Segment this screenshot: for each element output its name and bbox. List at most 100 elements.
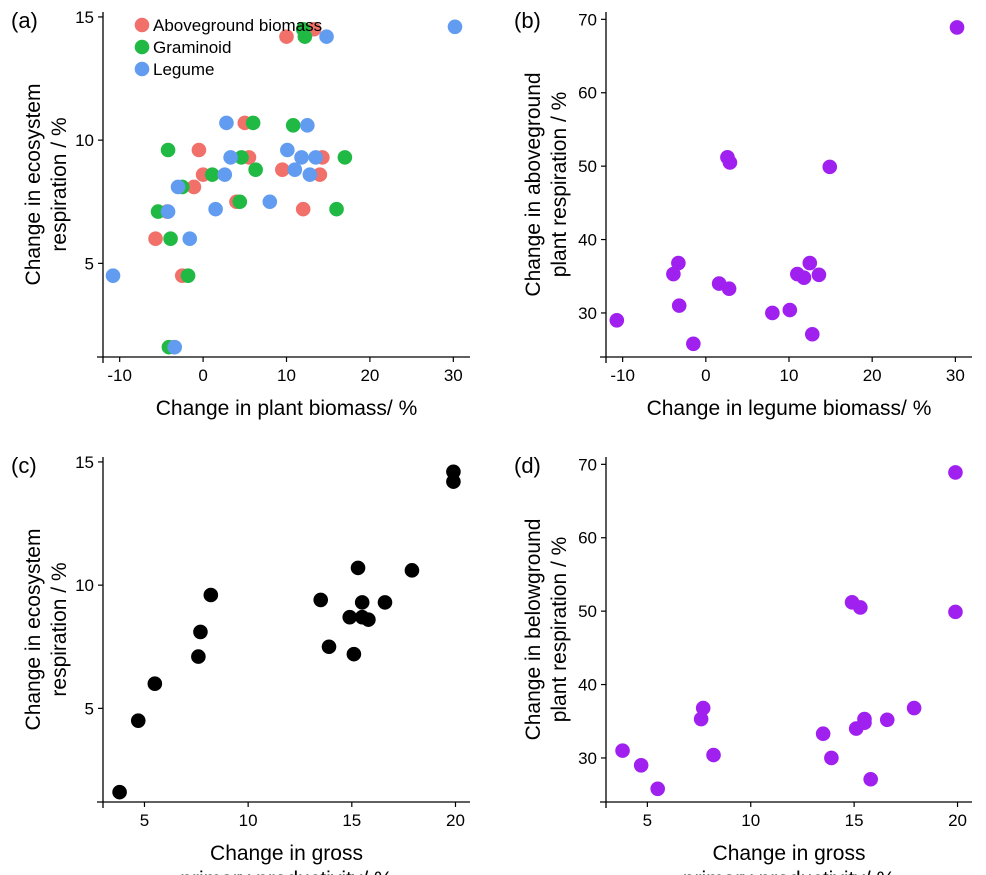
y-axis-label-line: Change in aboveground — [522, 72, 545, 296]
data-point — [163, 231, 178, 247]
data-point — [280, 142, 295, 158]
y-axis-label: Change in aboveground plant respiration /… — [522, 72, 571, 296]
legend-marker — [134, 39, 150, 55]
data-point — [853, 600, 868, 615]
data-point — [285, 118, 301, 133]
series-0 — [615, 465, 963, 797]
chart-panel-d: 5 10 15 20 30 40 50 60 70 (d) Change in gross prima… — [514, 453, 972, 875]
data-point — [666, 266, 681, 282]
data-point — [204, 167, 220, 182]
data-point — [671, 255, 686, 271]
data-point — [765, 305, 780, 321]
series-0 — [112, 464, 461, 800]
panel-label: (b) — [514, 8, 541, 33]
data-point — [609, 312, 625, 328]
data-point — [815, 726, 831, 742]
x-axis-label: primary productivity/ % — [683, 868, 895, 875]
data-point — [949, 20, 965, 35]
data-point — [223, 150, 238, 165]
x-tick-label: 30 — [444, 366, 463, 385]
x-tick-label: 30 — [946, 366, 965, 385]
y-tick-label: 70 — [578, 10, 597, 29]
legend-marker — [134, 17, 150, 33]
y-tick-label: 15 — [75, 8, 94, 27]
data-point — [319, 29, 334, 44]
y-axis-label: Change in ecosystem respiration / % — [22, 84, 71, 286]
series-0 — [609, 20, 965, 352]
data-point — [217, 167, 233, 182]
data-point — [302, 167, 318, 182]
data-point — [191, 142, 207, 158]
data-point — [350, 560, 366, 576]
data-point — [354, 595, 370, 610]
data-point — [148, 231, 163, 247]
data-point — [313, 592, 329, 608]
y-tick-label: 50 — [578, 157, 597, 176]
data-point — [811, 267, 827, 283]
data-point — [287, 162, 303, 178]
data-point — [208, 201, 223, 217]
data-point — [404, 563, 420, 578]
data-point — [721, 281, 737, 297]
data-point — [170, 179, 186, 195]
data-point — [706, 747, 721, 763]
data-point — [203, 587, 219, 603]
data-point — [234, 150, 249, 165]
panel-label: (c) — [11, 453, 37, 478]
data-point — [446, 474, 461, 489]
y-tick-label: 50 — [578, 602, 597, 621]
y-tick-label: 30 — [578, 304, 597, 323]
data-point — [948, 604, 963, 620]
y-axis-label: Change in ecosystem respiration / % — [22, 529, 71, 731]
panel-label: (d) — [514, 453, 541, 478]
x-axis-label: primary productivity/ % — [180, 868, 392, 875]
y-tick-label: 5 — [85, 699, 94, 718]
data-point — [615, 743, 630, 758]
panel-label: (a) — [11, 8, 38, 33]
x-tick-label: 5 — [140, 811, 149, 830]
data-point — [232, 194, 248, 210]
x-axis-label: Change in plant biomass/ % — [156, 397, 418, 420]
y-tick-label: 70 — [578, 455, 597, 474]
data-point — [802, 255, 818, 271]
x-tick-label: 10 — [239, 811, 258, 830]
data-point — [650, 781, 665, 797]
data-point — [377, 595, 393, 610]
y-tick-label: 30 — [578, 749, 597, 768]
data-point — [782, 302, 798, 318]
data-point — [191, 649, 206, 664]
x-tick-label: 20 — [360, 366, 379, 385]
x-tick-label: -10 — [107, 366, 132, 385]
y-tick-label: 40 — [578, 676, 597, 695]
data-point — [160, 204, 176, 219]
data-point — [279, 29, 294, 44]
y-tick-label: 60 — [578, 84, 597, 103]
data-point — [633, 757, 649, 773]
data-point — [219, 115, 234, 131]
y-tick-label: 10 — [75, 576, 94, 595]
data-point — [686, 336, 701, 352]
data-point — [262, 194, 278, 210]
data-point — [857, 715, 872, 731]
data-point — [447, 19, 463, 35]
x-tick-label: 20 — [948, 811, 967, 830]
data-point — [329, 201, 344, 217]
x-tick-label: 5 — [643, 811, 652, 830]
legend-label: Aboveground biomass — [153, 16, 322, 35]
data-point — [112, 784, 127, 800]
data-point — [248, 162, 263, 178]
x-tick-label: 20 — [446, 811, 465, 830]
y-axis-label-line: plant respiration / % — [548, 92, 571, 278]
x-axis-label: Change in legume biomass/ % — [647, 397, 932, 420]
data-point — [822, 159, 838, 175]
data-point — [906, 700, 922, 716]
legend-label: Graminoid — [153, 38, 231, 57]
y-axis-label-line: Change in belowground — [522, 519, 545, 741]
data-point — [300, 118, 315, 133]
x-tick-label: -10 — [610, 366, 635, 385]
y-tick-label: 40 — [578, 231, 597, 250]
data-point — [804, 326, 820, 342]
y-axis-label-line: Change in ecosystem — [22, 84, 45, 286]
data-point — [308, 150, 323, 165]
